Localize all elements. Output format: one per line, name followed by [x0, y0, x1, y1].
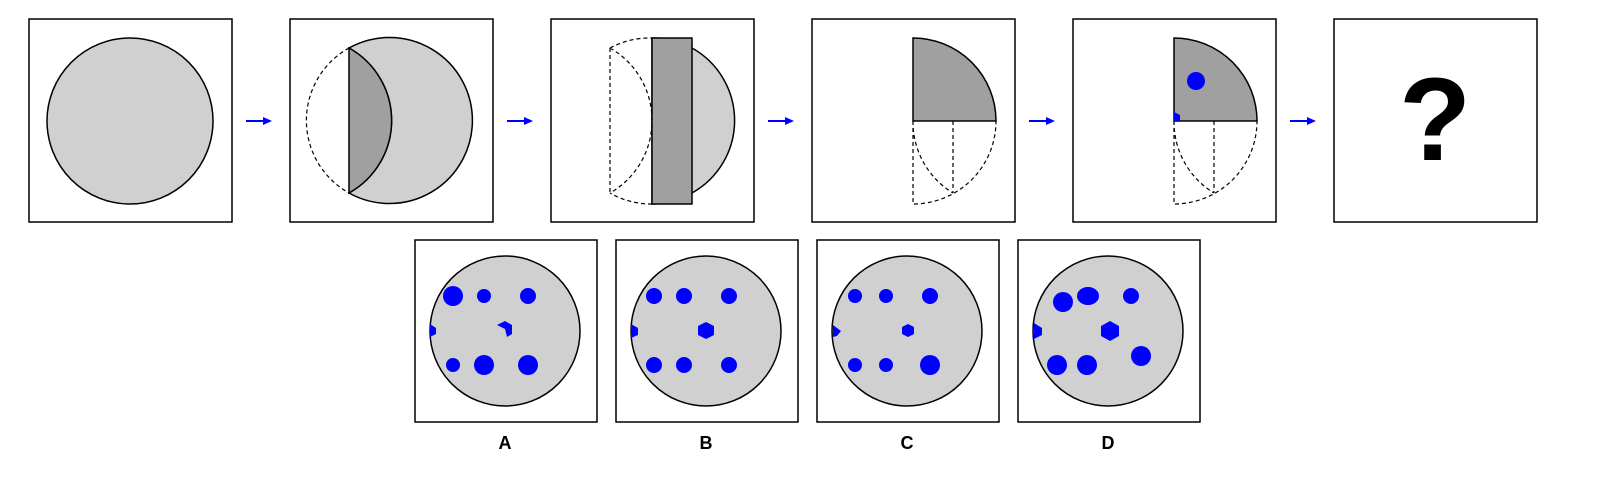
option-a-label: A [499, 433, 512, 453]
hexagon-hole [631, 324, 638, 338]
question-frame [1333, 18, 1538, 223]
punched-hole [1187, 72, 1205, 90]
hexagon-hole [902, 324, 914, 337]
hexagon-hole [698, 322, 714, 339]
step-1-panel [28, 18, 233, 223]
step-2-panel [289, 18, 494, 223]
question-mark: ? [1399, 54, 1471, 186]
hole [1077, 355, 1097, 375]
hole [477, 289, 491, 303]
arrow-icon [768, 117, 794, 125]
arrow-icon [1029, 117, 1055, 125]
folded-quarter [1173, 37, 1258, 122]
hole [922, 288, 938, 304]
hole [721, 357, 737, 373]
option-d-label: D [1102, 433, 1115, 453]
paper-circle [46, 37, 214, 205]
option-d[interactable]: D [1017, 239, 1201, 453]
folded-flap [348, 46, 393, 195]
hole [676, 357, 692, 373]
arrow-icon [507, 117, 533, 125]
hole [474, 355, 494, 375]
hole [443, 286, 463, 306]
hole [646, 288, 662, 304]
hexagon-hole [497, 321, 512, 337]
question-panel: ? [1333, 18, 1538, 223]
hole [848, 289, 862, 303]
option-c[interactable]: C [816, 239, 1000, 453]
hole [446, 358, 460, 372]
original-outline-dashed [305, 47, 350, 194]
option-b-label: B [700, 433, 713, 453]
hole [879, 289, 893, 303]
folded-quarter [912, 37, 997, 122]
hole [721, 288, 737, 304]
hexagon-hole [1101, 321, 1119, 341]
previous-outline-dashed [1173, 120, 1258, 205]
hole [520, 288, 536, 304]
option-a[interactable]: A [414, 239, 598, 453]
option-b[interactable]: B [615, 239, 799, 453]
hole [1047, 355, 1067, 375]
folded-strip [651, 37, 693, 205]
arrow-icon [1290, 117, 1316, 125]
step-5-panel [1072, 18, 1277, 223]
punched-hexagon-hole [1174, 112, 1180, 121]
hole [676, 288, 692, 304]
unfolded-paper [429, 255, 581, 407]
hexagon-hole [833, 325, 841, 337]
hole [1077, 287, 1099, 305]
step-3-panel [550, 18, 755, 223]
arrow-icon [246, 117, 272, 125]
option-c-label: C [901, 433, 914, 453]
hexagon-hole [1034, 323, 1042, 339]
previous-outline-dashed [912, 120, 997, 205]
hole [646, 357, 662, 373]
previous-outline-dashed [609, 37, 653, 205]
hole [1123, 288, 1139, 304]
hole [879, 358, 893, 372]
hole [518, 355, 538, 375]
hole [1053, 292, 1073, 312]
step-4-panel [811, 18, 1016, 223]
hole [848, 358, 862, 372]
hole [920, 355, 940, 375]
hole [1131, 346, 1151, 366]
hexagon-hole [430, 324, 436, 337]
